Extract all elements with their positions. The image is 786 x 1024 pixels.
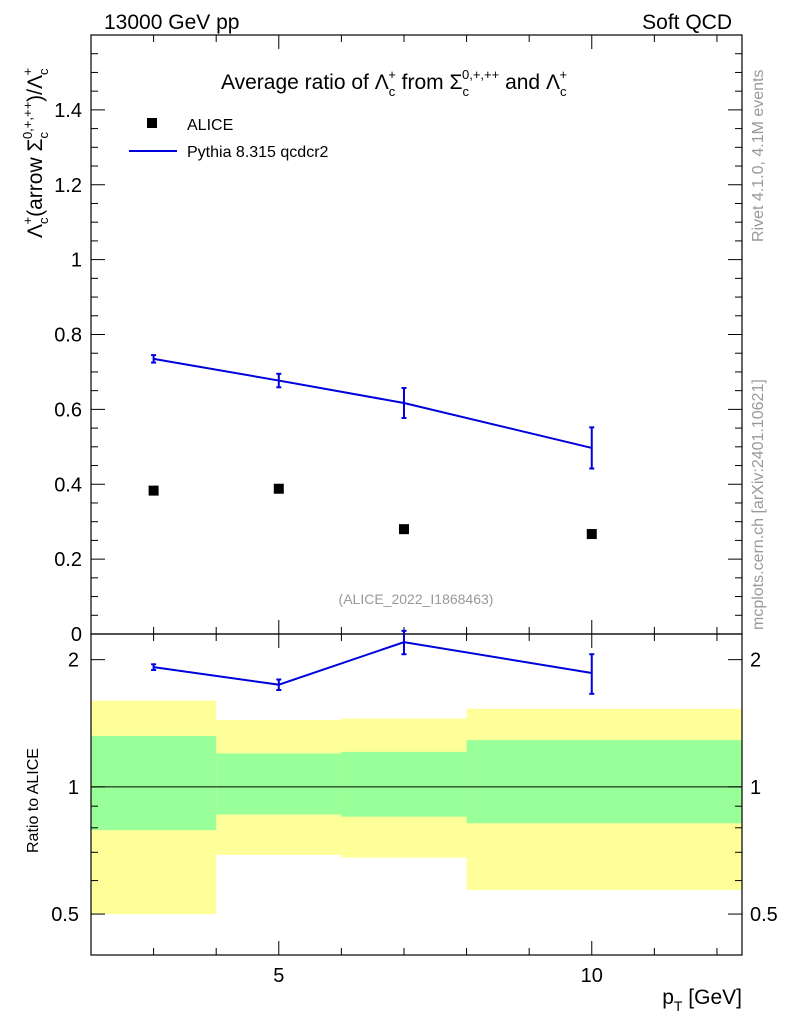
band-inner-2: [341, 751, 467, 817]
upper-ytick-label: 1: [71, 250, 82, 272]
ratio-line: [153, 641, 592, 686]
upper-ytick-label: 0.2: [54, 549, 82, 571]
upper-ytick-label: 1.2: [54, 175, 82, 197]
alice-point: [273, 483, 284, 494]
x-axis-label: pT [GeV]: [662, 986, 742, 1014]
pythia-line: [153, 357, 593, 449]
mcplots-label: mcplots.cern.ch [arXiv:2401.10621]: [750, 379, 767, 630]
lower-y-label: Ratio to ALICE: [25, 748, 42, 853]
ratio-bands: [91, 700, 742, 915]
lower-ytick-label-left: 0.5: [51, 904, 79, 926]
rivet-label: Rivet 4.1.0, 4.1M events: [750, 69, 767, 242]
legend: ALICE Pythia 8.315 qcdcr2: [129, 117, 329, 161]
band-inner-1: [216, 753, 342, 815]
main-title: Average ratio of Λc+ from Σc0,+,++ and Λ…: [221, 67, 567, 99]
legend-pythia-label: Pythia 8.315 qcdcr2: [187, 144, 329, 161]
header-right: Soft QCD: [642, 11, 732, 34]
upper-ytick-label: 0.6: [54, 399, 82, 421]
legend-alice-label: ALICE: [187, 117, 233, 134]
lower-ytick-label-left: 2: [68, 650, 79, 672]
header-left: 13000 GeV pp: [104, 11, 239, 34]
alice-point: [586, 529, 597, 540]
legend-alice-marker: [147, 118, 157, 128]
lower-ytick-label-right: 0.5: [750, 904, 778, 926]
upper-ytick-label: 0: [71, 624, 82, 646]
svg-text:Λc+(arrow Σc0,+,++)/Λc+: Λc+(arrow Σc0,+,++)/Λc+: [20, 68, 51, 238]
upper-y-label: Λc+(arrow Σc0,+,++)/Λc+: [20, 68, 51, 238]
alice-point: [398, 524, 409, 535]
x-tick-label: 5: [273, 965, 284, 987]
lower-axes: 0.5 0.5 1 1 2 2 5 10: [51, 633, 778, 987]
lower-series: [151, 629, 595, 695]
upper-ytick-label: 0.8: [54, 325, 82, 347]
lower-ytick-label-left: 1: [68, 777, 79, 799]
lower-ytick-label-right: 2: [750, 650, 761, 672]
upper-axes: 0 0.2 0.4 0.6 0.8 1 1.2 1.4: [54, 34, 743, 646]
x-tick-label: 10: [581, 965, 603, 987]
upper-ytick-label: 0.4: [54, 474, 82, 496]
band-inner-3: [466, 740, 742, 824]
lower-frame: [90, 633, 743, 956]
analysis-watermark: (ALICE_2022_I1868463): [339, 591, 494, 607]
upper-series: [148, 354, 597, 540]
alice-point: [148, 485, 159, 496]
band-inner-0: [91, 735, 217, 831]
upper-ytick-label: 1.4: [54, 100, 82, 122]
lower-ytick-label-right: 1: [750, 777, 761, 799]
